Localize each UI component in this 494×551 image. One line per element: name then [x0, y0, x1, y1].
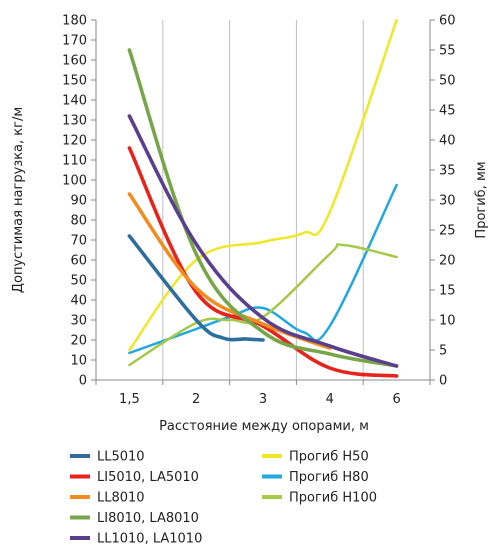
y-right-tick-label: 0	[439, 374, 447, 389]
y-axis-label-left: Допустимая нагрузка, кг/м	[11, 107, 26, 293]
series-line-1	[127, 234, 265, 342]
y-left-tick-label: 30	[70, 314, 87, 329]
y-axis-label-right: Прогиб, мм	[474, 161, 489, 238]
legend-label: Прогиб H50	[289, 450, 369, 465]
y-left-tick-label: 50	[70, 274, 87, 289]
series-lines	[127, 18, 399, 378]
legend-label: LL5010	[97, 450, 145, 465]
y-left-tick-label: 80	[70, 214, 87, 229]
y-left-tick-label: 10	[70, 354, 87, 369]
y-left-tick-label: 130	[62, 114, 87, 129]
series-line-7	[128, 183, 398, 355]
y-right-tick-label: 10	[439, 314, 456, 329]
y-right-tick-label: 40	[439, 134, 456, 149]
y-right-tick-label: 5	[439, 344, 447, 359]
x-tick-label: 6	[392, 392, 400, 407]
y-right-tick-label: 35	[439, 164, 456, 179]
y-left-tick-label: 90	[70, 194, 87, 209]
x-tick-label: 1,5	[119, 392, 140, 407]
legend-label: LI5010, LA5010	[97, 470, 199, 485]
x-axis-label: Расстояние между опорами, м	[159, 419, 369, 434]
series-line-4	[127, 48, 399, 368]
y-left-tick-label: 110	[62, 154, 87, 169]
y-right-tick-label: 15	[439, 284, 456, 299]
y-left-tick-label: 160	[62, 54, 87, 69]
x-tick-label: 2	[192, 392, 200, 407]
legend: LL5010 LI5010, LA5010 LL8010 LI8010, LA8010…	[70, 450, 377, 547]
y-right-tick-label: 25	[439, 224, 456, 239]
legend-label: Прогиб H80	[289, 470, 369, 485]
y-left-tick-label: 0	[79, 374, 87, 389]
y-left-tick-label: 180	[62, 14, 87, 29]
y-left-tick-label: 120	[62, 134, 87, 149]
legend-label: LL8010	[97, 491, 145, 506]
y-right-tick-label: 55	[439, 44, 456, 59]
y-right-tick-label: 60	[439, 14, 456, 29]
y-left-tick-label: 40	[70, 294, 87, 309]
y-left-tick-label: 60	[70, 254, 87, 269]
series-line-5	[127, 114, 399, 368]
y-left-tick-label: 140	[62, 94, 87, 109]
y-right-tick-label: 20	[439, 254, 456, 269]
x-tick-label: 4	[326, 392, 334, 407]
tick-labels: 0102030405060708090100110120130140150160…	[62, 14, 455, 408]
y-left-tick-label: 20	[70, 334, 87, 349]
y-left-tick-label: 150	[62, 74, 87, 89]
y-left-tick-label: 100	[62, 174, 87, 189]
y-right-tick-label: 50	[439, 74, 456, 89]
y-right-tick-label: 45	[439, 104, 456, 119]
x-tick-label: 3	[259, 392, 267, 407]
legend-label: LI8010, LA8010	[97, 511, 199, 526]
axes	[91, 19, 435, 385]
legend-label: LL1010, LA1010	[97, 532, 202, 547]
y-left-tick-label: 70	[70, 234, 87, 249]
y-left-tick-label: 170	[62, 34, 87, 49]
y-right-tick-label: 30	[439, 194, 456, 209]
series-line-8	[128, 242, 398, 367]
legend-label: Прогиб H100	[289, 491, 377, 506]
